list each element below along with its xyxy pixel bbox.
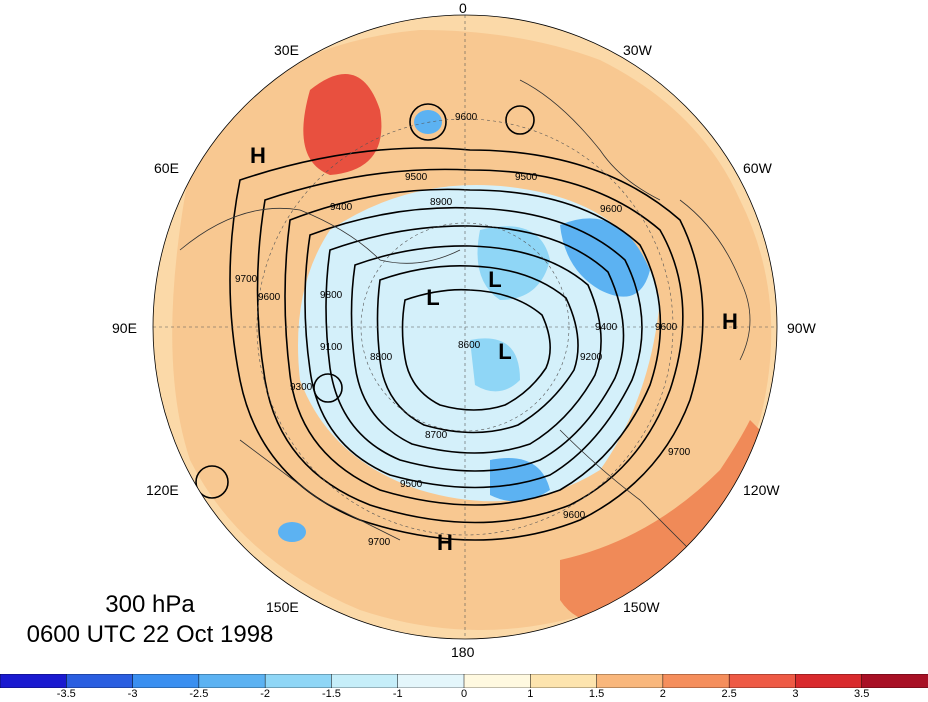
colorbar-tick-label: -1.5	[321, 688, 341, 700]
lon-label-150w: 150W	[623, 599, 660, 615]
contour-8900	[376, 264, 579, 434]
lon-label-120w: 120W	[743, 482, 780, 498]
colorbar-tick-label: -3.5	[56, 688, 76, 700]
lon-label-60w: 60W	[743, 160, 772, 176]
map-boundary	[152, 14, 778, 640]
high-pressure-marker: H	[250, 143, 266, 168]
contour-label: 9100	[320, 342, 343, 353]
contour-9100	[350, 245, 602, 454]
colorbar-tick-label: -1	[392, 688, 403, 700]
colorbar-swatch	[795, 674, 863, 688]
colorbar-swatch	[132, 674, 200, 688]
contour-8700	[401, 288, 551, 411]
lon-label-30e: 30E	[274, 42, 299, 58]
colorbar-swatch	[331, 674, 399, 688]
contour-label: 9600	[258, 292, 281, 303]
lon-label-180: 180	[451, 644, 475, 660]
cool-anomaly-3	[470, 338, 520, 392]
contour-closed-2	[313, 373, 343, 403]
contour-9300	[325, 225, 625, 472]
contour-label: 9600	[563, 510, 586, 521]
contour-closed-3	[195, 465, 229, 499]
contour-label: 9200	[580, 352, 603, 363]
lon-label-0: 0	[459, 0, 467, 16]
colorbar-swatch	[198, 674, 266, 688]
lon-label-150e: 150E	[266, 599, 299, 615]
grid-lines	[153, 15, 777, 639]
colorbar-tick-label: 1	[527, 688, 534, 700]
height-contours	[195, 103, 704, 541]
contour-closed-4	[505, 105, 535, 135]
contour-label: 9600	[655, 322, 678, 333]
colorbar-swatch	[463, 674, 532, 688]
colorbar-tick-label: 3.5	[854, 688, 870, 700]
contour-value-labels: 9600 9500 9500 9700 9600 9300 9100 9400 …	[235, 112, 691, 548]
colorbar-swatch	[861, 674, 928, 688]
colorbar-tick-label: -3	[127, 688, 138, 700]
colorbar-tick-label: 3	[792, 688, 799, 700]
colorbar-swatch	[530, 674, 598, 688]
contour-label: 9500	[405, 172, 428, 183]
contour-label: 9300	[290, 382, 313, 393]
colorbar-swatch	[264, 674, 333, 688]
high-pressure-marker: H	[722, 309, 738, 334]
colorbar-tick-label: 0	[460, 688, 468, 700]
contour-closed-1	[409, 103, 447, 141]
pressure-level-text: 300 hPa	[105, 591, 195, 618]
contour-9700	[229, 147, 704, 541]
warm-anomaly-ne	[303, 74, 382, 175]
colorbar-tick-label: -2.5	[189, 688, 209, 700]
contour-label: 9500	[400, 479, 423, 490]
lon-label-90e: 90E	[112, 320, 137, 336]
colorbar-swatch	[596, 674, 664, 688]
cool-anomaly-5	[414, 110, 442, 134]
colorbar-swatch	[397, 674, 465, 688]
contour-label: 9700	[235, 274, 258, 285]
colorbar-tick-label: -2	[260, 688, 271, 700]
colorbar-swatch	[662, 674, 730, 688]
contour-9500	[284, 188, 662, 506]
contour-label: 9800	[320, 290, 343, 301]
low-pressure-marker: L	[498, 339, 512, 364]
contour-label: 9500	[515, 172, 538, 183]
colorbar	[0, 674, 928, 688]
lon-label-60e: 60E	[154, 160, 179, 176]
cool-anomaly-1	[477, 226, 550, 300]
valid-time-text: 0600 UTC 22 Oct 1998	[26, 621, 274, 648]
contour-label: 9600	[455, 112, 478, 123]
warm-anomaly-s	[560, 420, 770, 623]
colorbar-swatch	[66, 674, 134, 688]
contour-label: 9700	[668, 447, 691, 458]
cool-anomaly-2	[560, 218, 650, 297]
contour-label: 8800	[370, 352, 393, 363]
low-pressure-marker: L	[488, 267, 502, 292]
contour-label: 8600	[458, 340, 481, 351]
contour-label: 9700	[368, 537, 391, 548]
lon-label-90w: 90W	[787, 320, 816, 336]
colorbar-tick-label: 2.5	[721, 688, 737, 700]
contour-label: 8700	[425, 430, 448, 441]
cool-anomaly-6	[278, 522, 306, 542]
map-fields	[153, 15, 777, 639]
low-pressure-marker: L	[426, 285, 440, 310]
map-title: 300 hPa 0600 UTC 22 Oct 1998	[0, 590, 300, 650]
high-pressure-marker: H	[437, 530, 453, 555]
contour-label: 9400	[330, 202, 353, 213]
lon-label-30w: 30W	[623, 42, 652, 58]
lon-label-120e: 120E	[146, 482, 179, 498]
coastlines	[179, 79, 751, 561]
colorbar-swatch	[728, 674, 797, 688]
contour-label: 9600	[600, 204, 623, 215]
colorbar-tick-label: 2	[659, 688, 666, 700]
contour-9600	[256, 168, 684, 524]
colorbar-swatch	[0, 674, 68, 688]
contour-label: 8900	[430, 197, 453, 208]
colorbar-tick-label: 1.5	[588, 688, 605, 700]
contour-label: 9400	[595, 322, 618, 333]
